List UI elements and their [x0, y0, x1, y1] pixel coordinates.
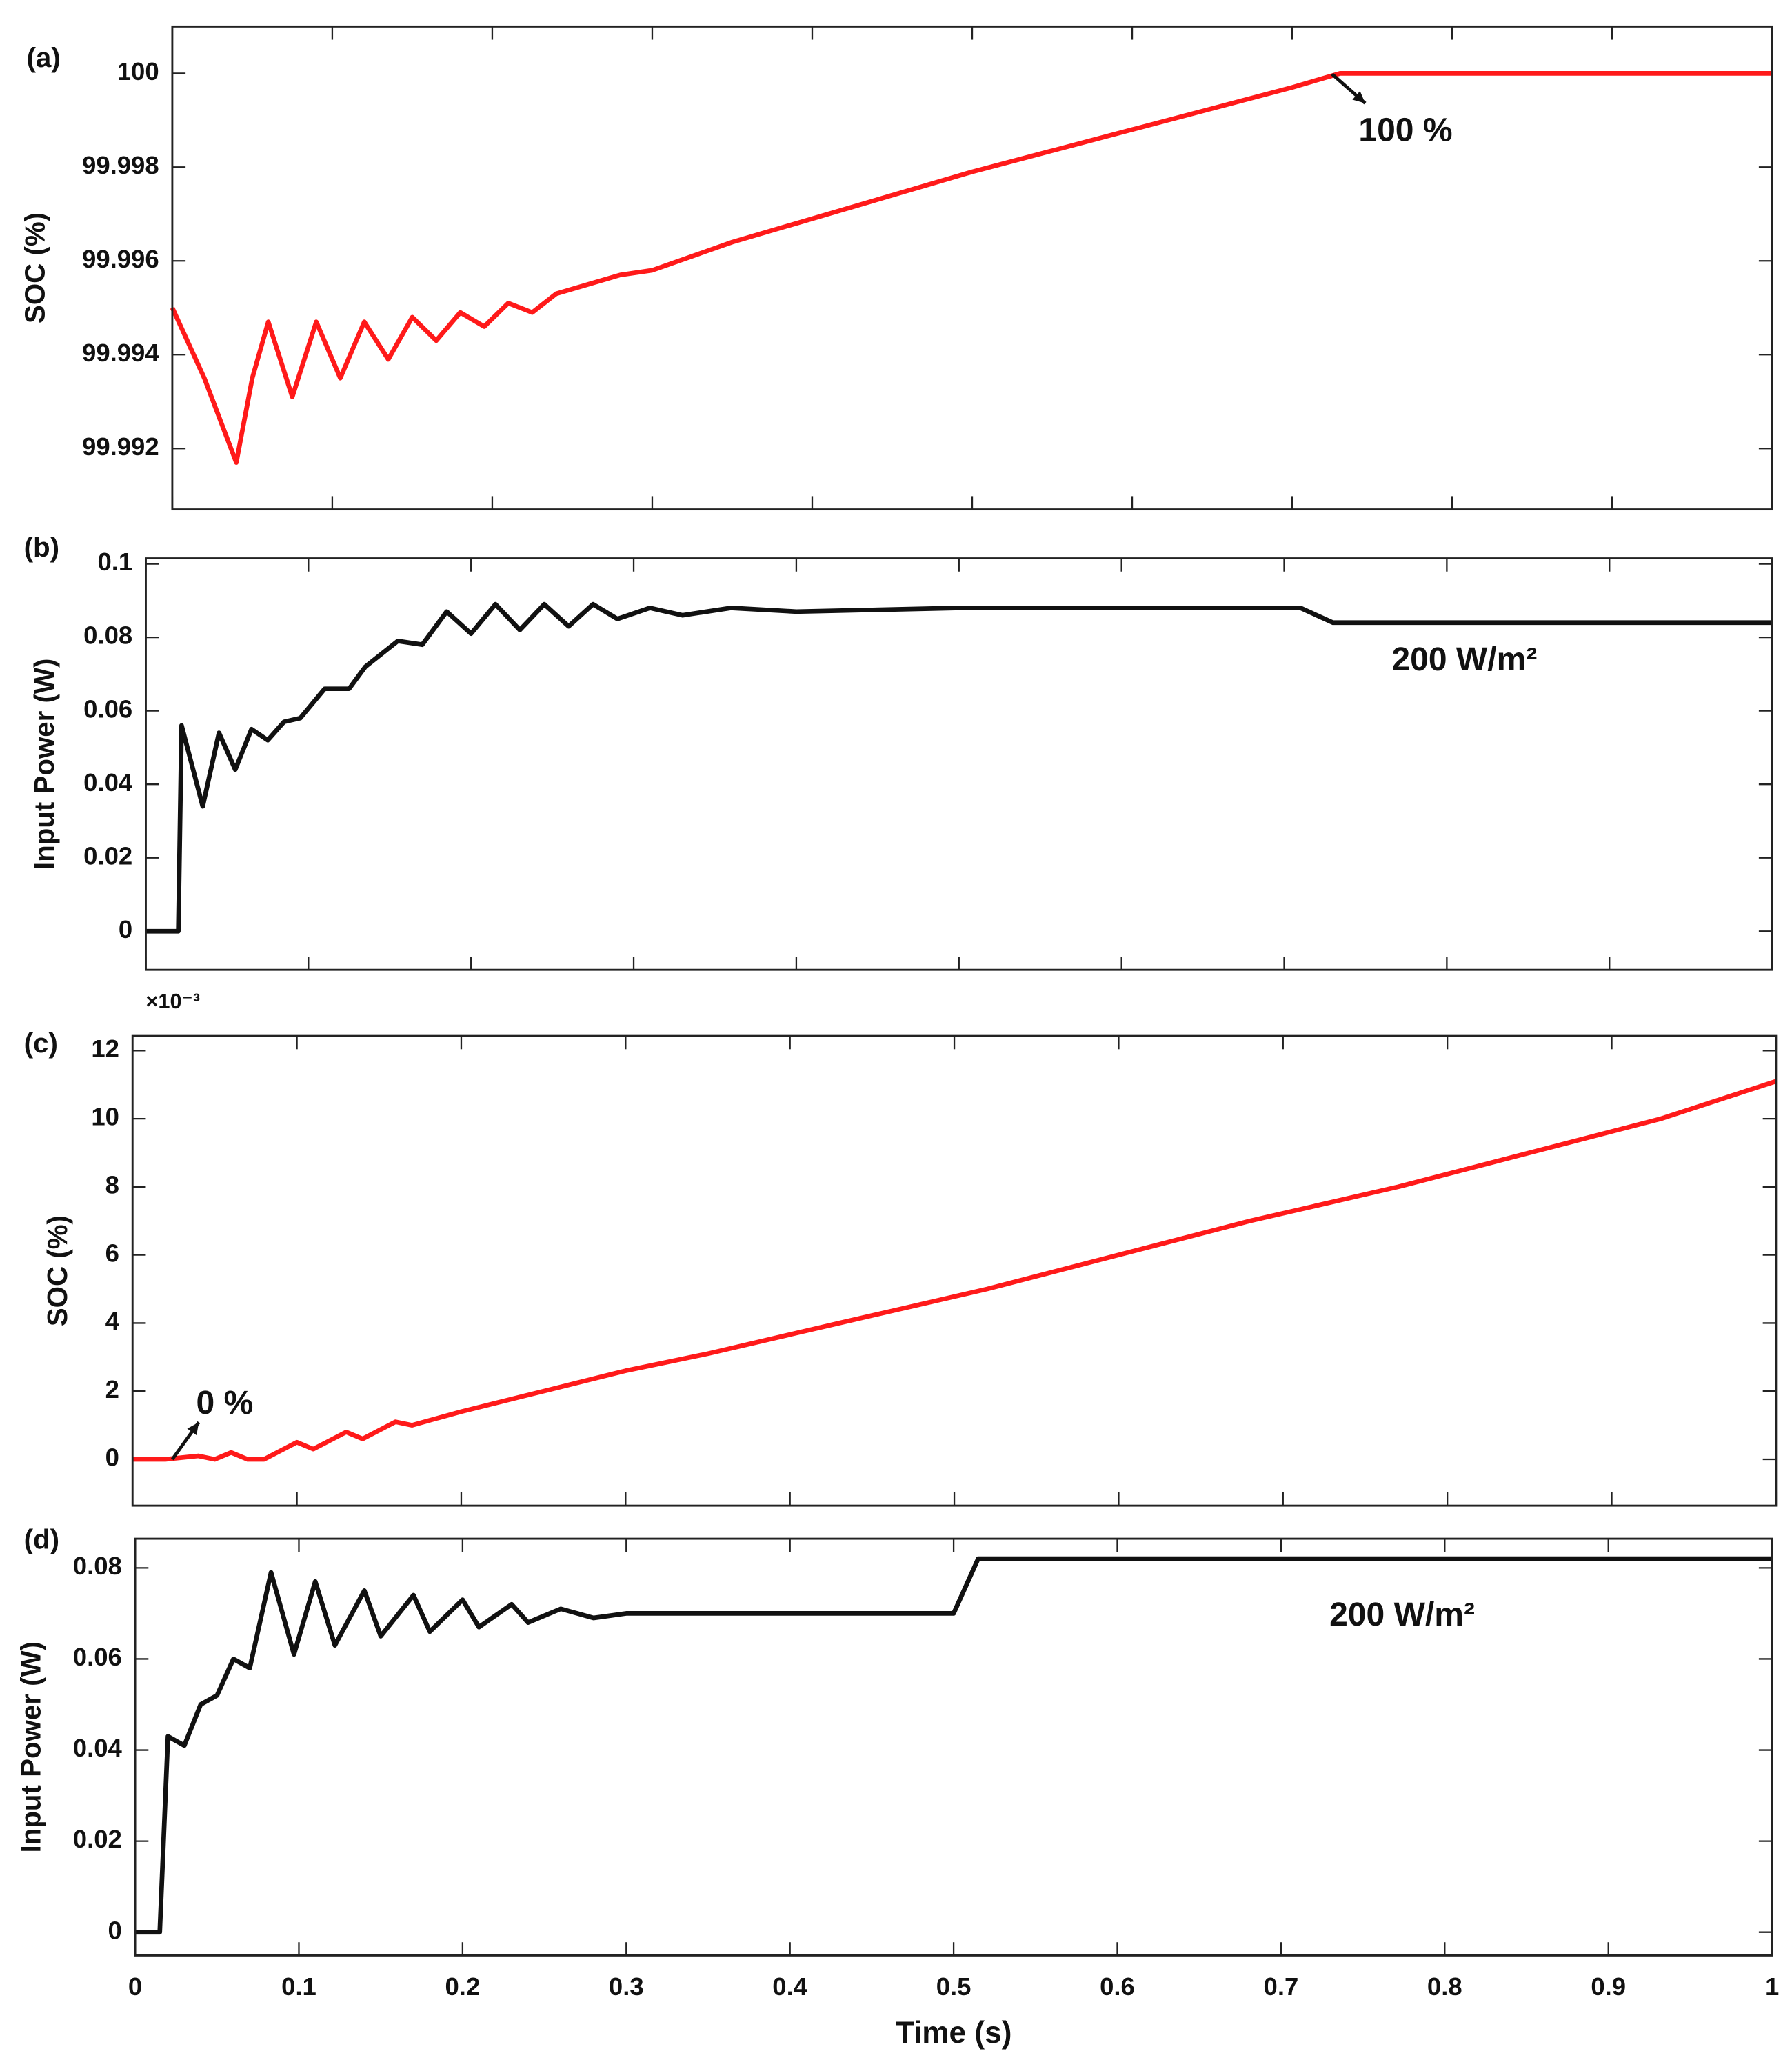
y-tick-label: 99.996: [82, 245, 159, 273]
y-tick-label: 0.08: [73, 1552, 122, 1580]
y-tick-label: 0.04: [73, 1734, 123, 1762]
y-tick-label: 0.04: [83, 768, 133, 797]
x-tick-label: 0: [128, 1972, 142, 2001]
y-tick-label: 0.02: [83, 841, 132, 870]
y-exponent: ×10⁻³: [145, 989, 200, 1013]
x-tick-label: 0.8: [1427, 1972, 1462, 2001]
y-tick-label: 0: [119, 915, 132, 943]
y-tick-label: 12: [91, 1034, 119, 1063]
data-line: [170, 70, 1773, 465]
y-tick-label: 99.992: [82, 432, 159, 461]
x-tick-label: 0.2: [445, 1972, 481, 2001]
plot-frame: [171, 25, 1773, 511]
x-tick-label: 0.9: [1591, 1972, 1626, 2001]
x-tick-label: 0.6: [1100, 1972, 1135, 2001]
y-tick-label: 0: [108, 1916, 122, 1944]
plot-frame: [145, 557, 1773, 971]
x-tick-label: 0.1: [281, 1972, 316, 2001]
y-tick-label: 2: [105, 1375, 119, 1403]
y-axis-label: Input Power (W): [28, 659, 60, 870]
plot-frame: [134, 1537, 1773, 1957]
panel-label: (d): [24, 1523, 60, 1555]
panel-label: (a): [26, 41, 60, 73]
annotation: 100 %: [1358, 112, 1452, 149]
x-tick-label: 0.7: [1264, 1972, 1299, 2001]
annotation: 200 W/m²: [1329, 1597, 1475, 1633]
x-tick-label: 0.4: [772, 1972, 807, 2001]
x-tick-label: 0.3: [609, 1972, 644, 2001]
y-tick-label: 0.1: [97, 548, 132, 576]
y-tick-label: 0.08: [83, 621, 132, 650]
data-line: [135, 1556, 1773, 1935]
data-line: [132, 1079, 1777, 1462]
y-tick-label: 10: [91, 1103, 119, 1131]
y-tick-label: 0.06: [73, 1643, 122, 1671]
panel-label: (b): [24, 531, 60, 563]
x-axis-label: Time (s): [896, 2016, 1012, 2050]
annotation: 0 %: [197, 1385, 254, 1421]
y-axis-label: SOC (%): [41, 1215, 73, 1326]
annotation-arrowhead: [187, 1422, 199, 1436]
y-tick-label: 0: [105, 1443, 119, 1472]
y-tick-label: 0.02: [73, 1825, 122, 1853]
panel-label: (c): [24, 1027, 58, 1059]
plot-frame: [131, 1034, 1778, 1507]
annotation-arrowhead: [1352, 90, 1365, 103]
y-tick-label: 4: [105, 1307, 120, 1335]
x-tick-label: 0.5: [936, 1972, 971, 2001]
annotation: 200 W/m²: [1391, 641, 1537, 678]
x-tick-label: 1: [1765, 1972, 1779, 2001]
y-tick-label: 99.994: [82, 339, 159, 367]
y-axis-label: Input Power (W): [15, 1641, 47, 1852]
data-line: [145, 601, 1773, 934]
y-tick-label: 99.998: [82, 151, 159, 179]
y-tick-label: 6: [105, 1239, 119, 1267]
y-axis-label: SOC (%): [19, 212, 50, 323]
y-tick-label: 8: [105, 1171, 119, 1199]
y-tick-label: 0.06: [83, 694, 132, 723]
y-tick-label: 100: [117, 57, 159, 86]
